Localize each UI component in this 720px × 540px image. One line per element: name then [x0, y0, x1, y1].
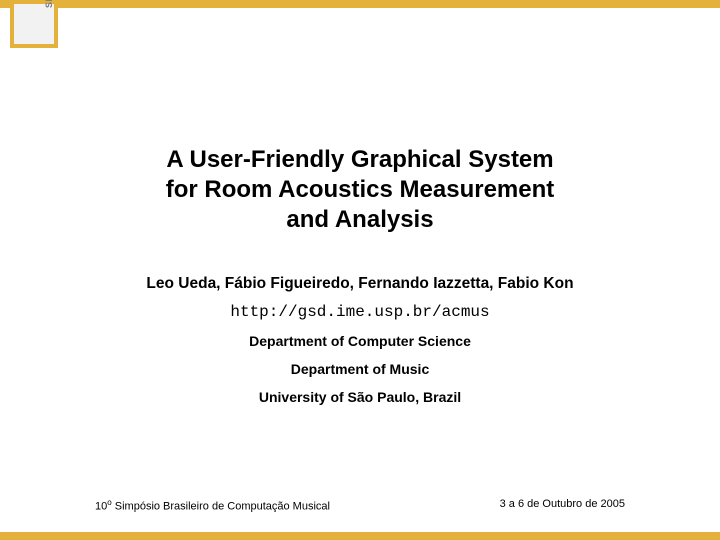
- department-2: Department of Music: [0, 361, 720, 377]
- authors-line: Leo Ueda, Fábio Figueiredo, Fernando Iaz…: [0, 275, 720, 293]
- footer-left: 10o Simpósio Brasileiro de Computação Mu…: [95, 498, 330, 513]
- bottom-accent-border: [0, 532, 720, 540]
- footer-left-post: Simpósio Brasileiro de Computação Musica…: [112, 501, 330, 513]
- corner-logo-inner: [14, 4, 54, 44]
- slide-title: A User-Friendly Graphical System for Roo…: [0, 145, 720, 235]
- footer-right: 3 a 6 de Outubro de 2005: [500, 498, 625, 510]
- top-accent-border: [0, 0, 720, 8]
- footer-left-pre: 10: [95, 501, 107, 513]
- university: University of São Paulo, Brazil: [0, 389, 720, 405]
- title-line-3: and Analysis: [286, 206, 433, 233]
- corner-logo: SBCM: [10, 0, 58, 58]
- title-line-2: for Room Acoustics Measurement: [166, 176, 555, 203]
- corner-logo-text: SBCM: [44, 0, 54, 8]
- department-1: Department of Computer Science: [0, 333, 720, 349]
- title-line-1: A User-Friendly Graphical System: [166, 146, 553, 173]
- slide-content: A User-Friendly Graphical System for Roo…: [0, 145, 720, 405]
- project-url: http://gsd.ime.usp.br/acmus: [0, 303, 720, 321]
- slide-footer: 10o Simpósio Brasileiro de Computação Mu…: [0, 498, 720, 518]
